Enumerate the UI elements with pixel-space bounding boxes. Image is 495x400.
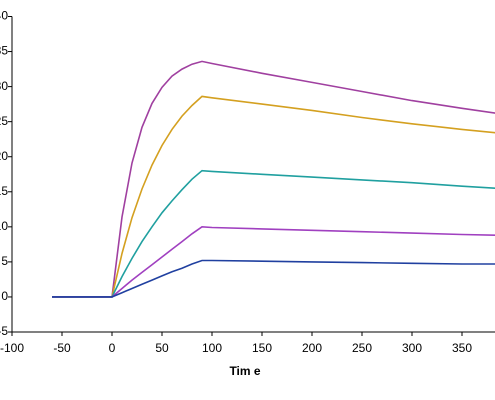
x-tick-label: 0: [109, 341, 116, 355]
sensorgram-line: [52, 259, 495, 298]
y-tick-label: 25: [0, 114, 8, 128]
x-axis-label: Tim e: [229, 364, 260, 378]
sensorgram-line: [52, 169, 495, 298]
x-tick-label: 150: [252, 341, 272, 355]
x-tick-label: 350: [452, 341, 472, 355]
y-tick-label: 10: [0, 219, 8, 233]
y-tick-label: 40: [0, 9, 8, 23]
x-tick-label: 100: [202, 341, 222, 355]
y-tick-label: 35: [0, 44, 8, 58]
y-tick-label: 0: [1, 289, 8, 303]
y-tick-label: 30: [0, 79, 8, 93]
sensorgram-line: [52, 60, 495, 298]
y-tick-label: 15: [0, 184, 8, 198]
sensorgram-line: [52, 95, 495, 298]
x-tick-label: 200: [302, 341, 322, 355]
x-tick-label: -50: [53, 341, 71, 355]
x-tick-label: -100: [0, 341, 24, 355]
x-tick-label: 250: [352, 341, 372, 355]
x-tick-label: 300: [402, 341, 422, 355]
y-tick-label: 20: [0, 149, 8, 163]
x-tick-label: 50: [155, 341, 169, 355]
y-tick-label: -5: [0, 324, 8, 338]
y-tick-label: 5: [1, 254, 8, 268]
